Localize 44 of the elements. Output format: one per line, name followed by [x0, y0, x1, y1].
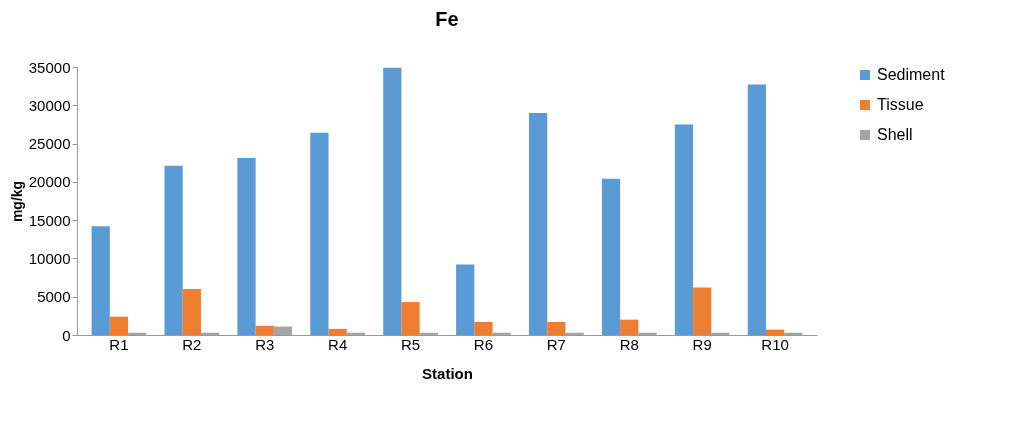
x-tick-label: R9	[692, 335, 712, 353]
bar	[674, 124, 694, 335]
bar	[91, 226, 110, 335]
bar	[547, 321, 566, 335]
x-tick-label: R10	[761, 335, 789, 353]
legend-label: Sediment	[877, 66, 946, 83]
y-tick-label: 10000	[28, 249, 71, 267]
bar	[109, 316, 129, 335]
bar	[601, 178, 621, 335]
x-tick-label: R1	[109, 335, 129, 353]
chart-title: Fe	[435, 8, 459, 30]
x-tick-label: R2	[182, 335, 202, 353]
y-tick-label: 25000	[28, 135, 71, 153]
x-tick-label: R7	[546, 335, 566, 353]
bar	[620, 319, 639, 335]
y-axis-title: mg/kg	[8, 180, 25, 223]
y-tick-label: 15000	[28, 211, 71, 229]
x-tick-label: R8	[619, 335, 639, 353]
x-tick-label: R4	[328, 335, 348, 353]
x-tick-label: R3	[255, 335, 275, 353]
bar	[383, 67, 402, 335]
bar	[693, 287, 712, 335]
legend-label: Shell	[877, 126, 913, 143]
bar	[401, 302, 420, 335]
y-tick-label: 20000	[28, 173, 71, 191]
bar	[747, 84, 766, 335]
bar	[765, 329, 785, 335]
bar	[456, 264, 475, 335]
bar	[529, 112, 548, 335]
bar	[328, 328, 347, 335]
y-tick-label: 5000	[37, 288, 71, 306]
x-tick-label: R5	[400, 335, 421, 353]
bar	[237, 158, 256, 335]
bar	[310, 132, 329, 335]
x-tick-label: R6	[473, 335, 494, 353]
bar	[255, 325, 274, 335]
x-axis-title: Station	[422, 364, 473, 382]
legend-label: Tissue	[877, 96, 924, 113]
y-tick-label: 30000	[28, 96, 71, 114]
y-tick-label: 35000	[28, 58, 71, 76]
bar	[164, 165, 183, 335]
bar	[474, 321, 493, 335]
y-tick-label: 0	[62, 326, 71, 344]
bar	[182, 289, 201, 335]
